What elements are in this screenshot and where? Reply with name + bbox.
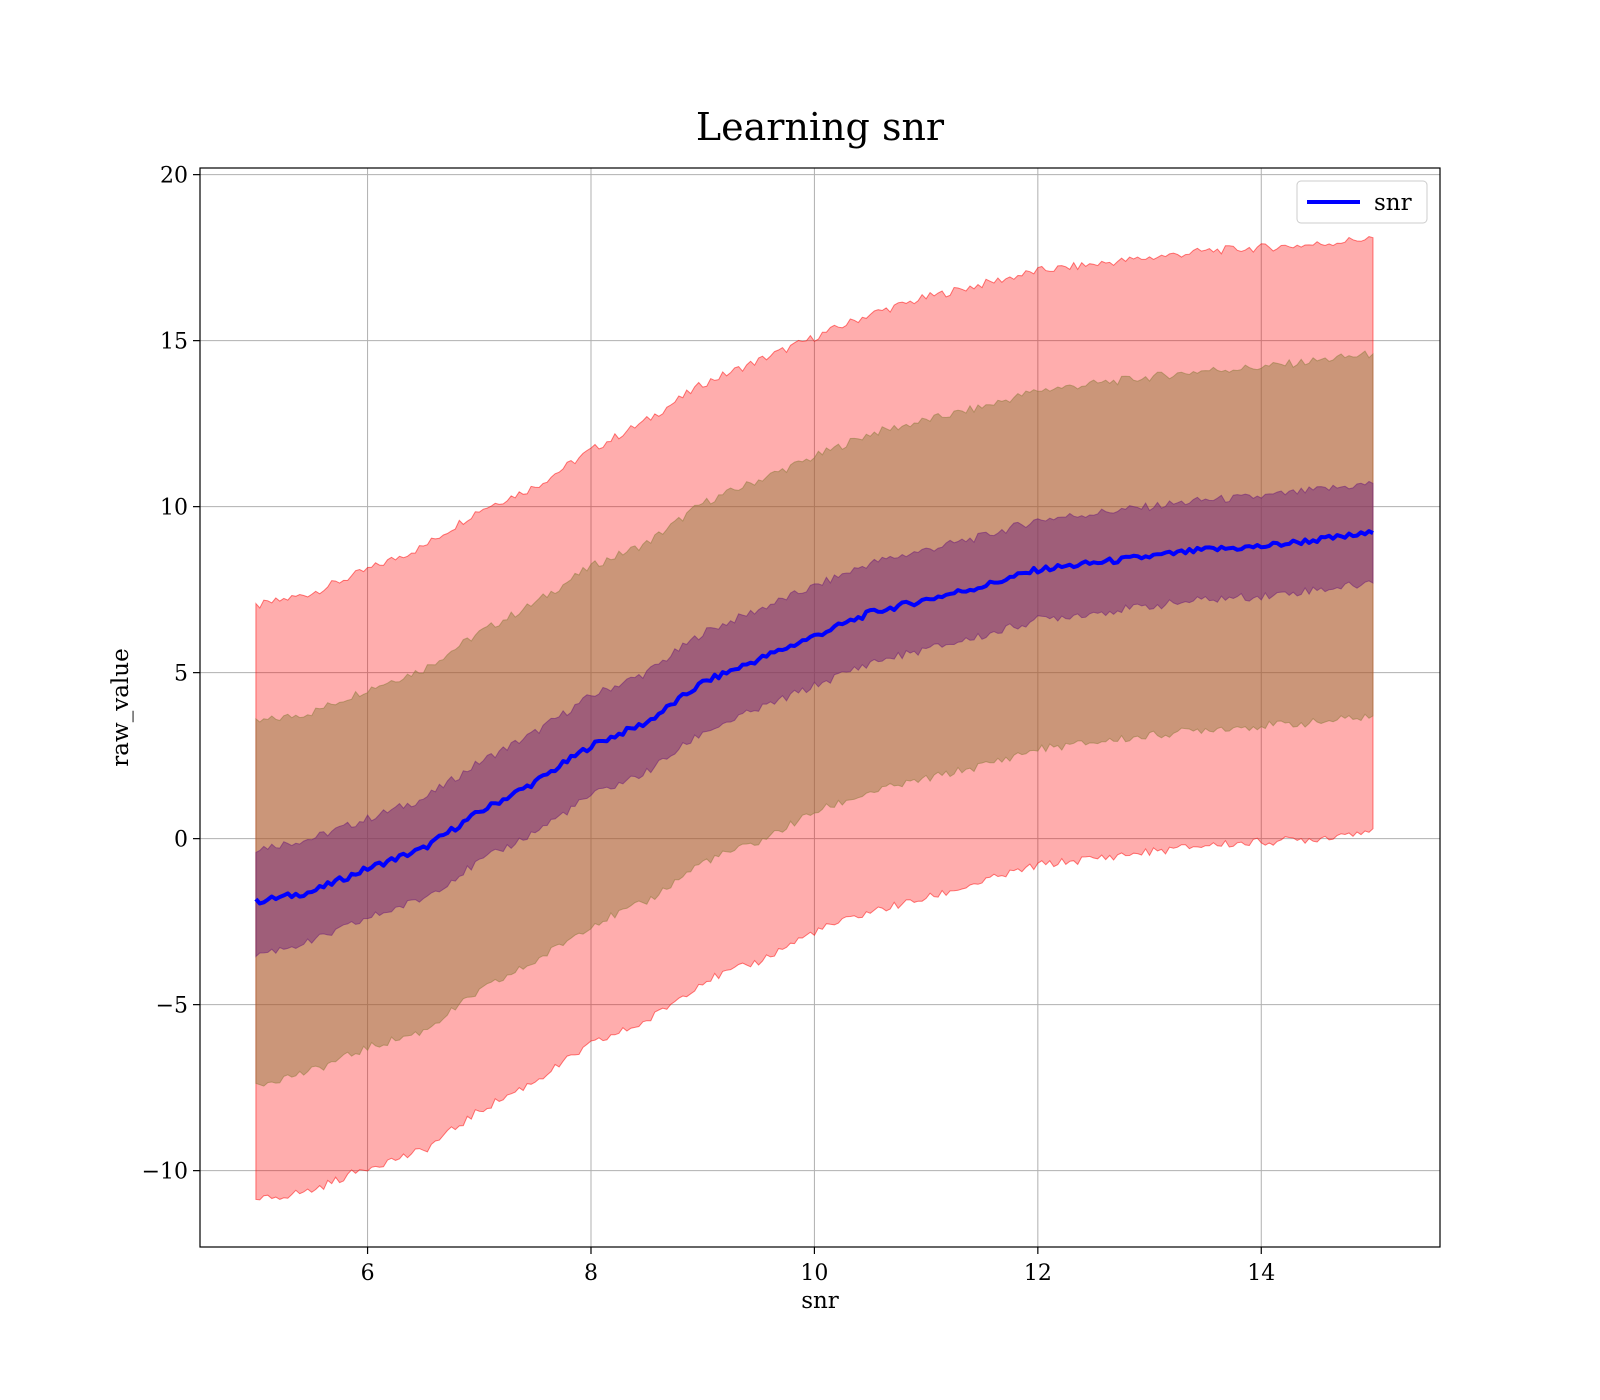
y-tick-label: −5	[156, 994, 188, 1019]
series-lines	[254, 529, 1374, 906]
ticks: 6 8 10 12 14 −10 −5 0 5 10 15 20	[142, 164, 1276, 1286]
y-tick-label: −10	[142, 1160, 188, 1185]
y-tick-label: 20	[160, 164, 188, 189]
x-tick-label: 8	[584, 1261, 598, 1286]
band-inner	[255, 480, 1374, 958]
plot-frame	[199, 167, 1441, 1248]
y-tick-label: 15	[160, 330, 188, 355]
legend: snr	[1296, 180, 1428, 224]
y-tick-label: 10	[160, 496, 188, 521]
chart-title: Learning snr	[696, 105, 945, 149]
legend-label-snr: snr	[1374, 190, 1412, 216]
legend-box	[1296, 180, 1428, 224]
grid	[200, 168, 1440, 1247]
x-tick-label: 14	[1247, 1261, 1275, 1286]
confidence-bands	[255, 236, 1374, 1201]
series-line-snr	[254, 529, 1374, 906]
x-tick-label: 12	[1024, 1261, 1052, 1286]
x-tick-label: 10	[800, 1261, 828, 1286]
x-tick-label: 6	[361, 1261, 375, 1286]
band-outer	[255, 236, 1374, 1201]
y-axis-label: raw_value	[108, 648, 134, 766]
y-tick-label: 0	[174, 828, 188, 853]
band-middle	[255, 350, 1374, 1087]
x-axis-label: snr	[801, 1288, 839, 1314]
y-tick-label: 5	[174, 662, 188, 687]
